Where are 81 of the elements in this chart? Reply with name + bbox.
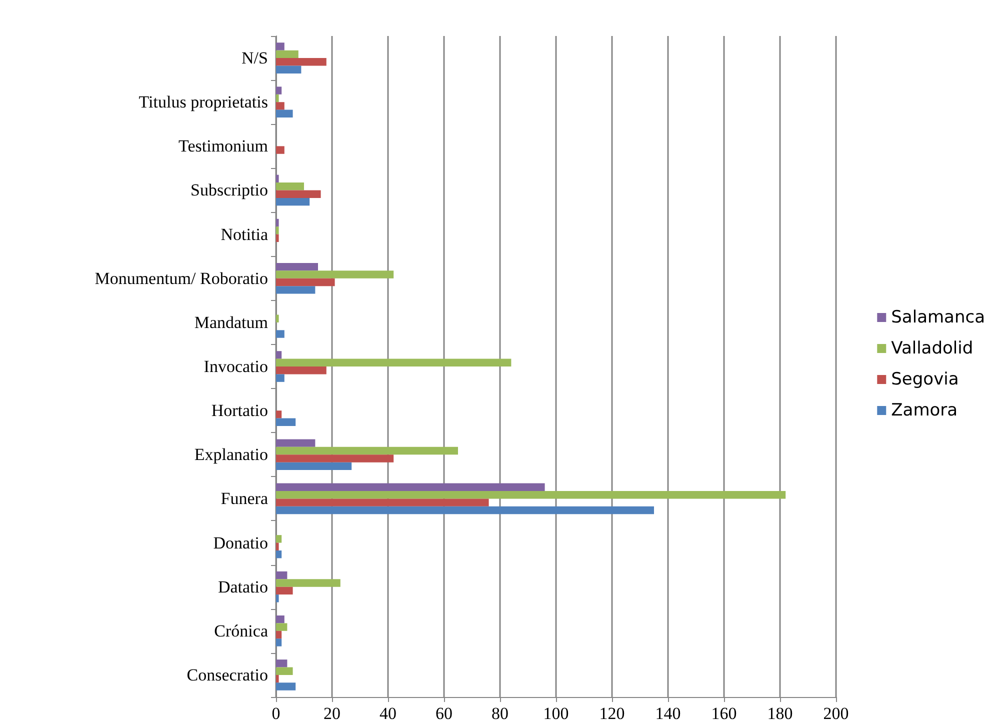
bar	[276, 586, 293, 595]
bar	[276, 439, 316, 447]
bar	[276, 314, 279, 322]
y-tick-label: Notitia	[220, 224, 268, 244]
bar	[276, 262, 318, 271]
bar	[276, 446, 458, 455]
bar	[276, 579, 340, 587]
y-tick-label: Donatio	[213, 533, 268, 552]
y-tick-label: Explanatio	[194, 445, 268, 464]
bar	[276, 630, 282, 639]
x-tick-label: 200	[823, 704, 849, 723]
bar	[276, 550, 282, 558]
bar	[276, 218, 279, 227]
y-tick-label: N/S	[242, 48, 268, 68]
bar	[276, 86, 282, 94]
bar	[276, 535, 282, 543]
bar	[276, 358, 512, 366]
bar	[276, 490, 786, 499]
bar	[276, 234, 279, 242]
bar	[276, 58, 326, 66]
x-tick-label: 80	[492, 704, 508, 723]
bar	[276, 594, 279, 602]
y-tick-label: Invocatio	[204, 357, 268, 376]
x-tick-label: 20	[324, 704, 340, 723]
bar	[276, 190, 321, 198]
bar	[276, 418, 296, 426]
bar	[276, 638, 282, 646]
legend-label: Salamanca	[891, 308, 986, 328]
x-tick-label: 180	[767, 704, 793, 723]
bar	[276, 410, 282, 418]
bar	[276, 542, 279, 550]
bar	[276, 66, 302, 74]
bar	[276, 226, 279, 234]
bar	[276, 278, 335, 286]
bar	[276, 615, 284, 624]
bar	[276, 270, 394, 278]
bar	[276, 182, 304, 190]
bar	[276, 667, 293, 675]
x-tick-label: 120	[599, 704, 625, 723]
bar	[276, 374, 284, 382]
y-tick-label: Datatio	[218, 577, 268, 596]
y-tick-label: Mandatum	[194, 312, 268, 332]
bar	[276, 366, 326, 374]
bar	[276, 110, 293, 118]
bar	[276, 682, 296, 690]
x-tick-label: 0	[272, 704, 280, 723]
bar	[276, 506, 654, 514]
x-tick-label: 140	[655, 704, 681, 723]
legend-label: Valladolid	[891, 338, 974, 358]
bar	[276, 286, 316, 294]
bar	[276, 660, 288, 668]
bar	[276, 50, 298, 58]
x-tick-label: 160	[711, 704, 737, 723]
x-tick-label: 100	[543, 704, 569, 723]
y-tick-label: Subscriptio	[190, 180, 268, 200]
bar	[276, 462, 352, 470]
y-tick-label: Hortatio	[211, 401, 268, 420]
legend-label: Zamora	[891, 400, 958, 420]
x-tick-label: 40	[380, 704, 396, 723]
bar	[276, 330, 284, 338]
bar	[276, 42, 284, 50]
bar	[276, 102, 284, 110]
bar	[276, 674, 279, 683]
y-tick-label: Testimonium	[178, 136, 268, 156]
bar	[276, 571, 288, 580]
legend-label: Segovia	[891, 370, 959, 390]
bar	[276, 483, 545, 491]
y-tick-label: Titulus proprietatis	[138, 92, 268, 112]
bar	[276, 498, 489, 506]
bar	[276, 351, 282, 359]
x-tick-label: 60	[436, 704, 452, 723]
y-tick-label: Consecratio	[186, 665, 268, 684]
bar	[276, 94, 279, 102]
bar	[276, 146, 284, 154]
y-tick-label: Funera	[220, 489, 268, 508]
bar	[276, 454, 394, 462]
y-tick-label: Crónica	[214, 621, 268, 640]
bar	[276, 623, 288, 631]
bar	[276, 174, 279, 183]
bar	[276, 198, 310, 206]
y-tick-label: Monumentum/ Roboratio	[94, 268, 268, 288]
